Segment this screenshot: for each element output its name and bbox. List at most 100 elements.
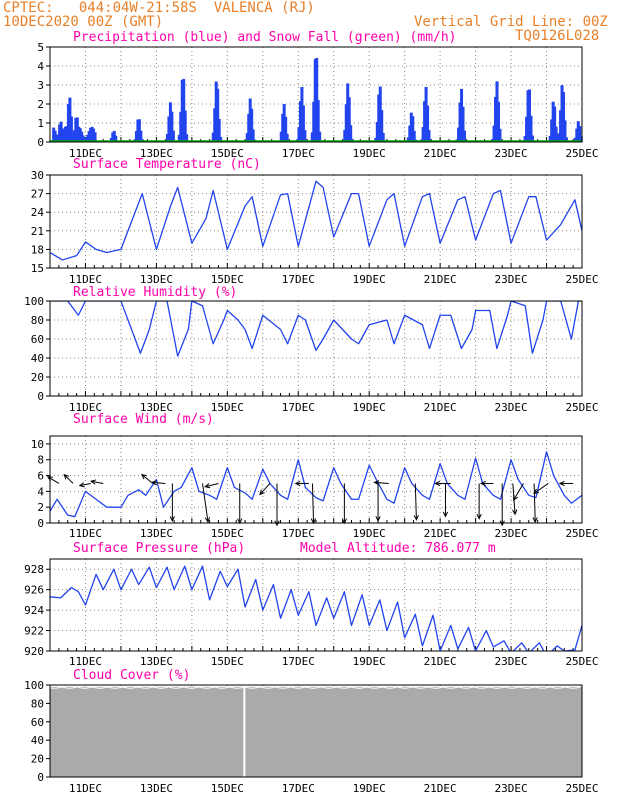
precip-bar (427, 130, 431, 142)
precip-bar (498, 128, 502, 142)
precip-bar (578, 126, 582, 142)
wind-arrow-head (169, 516, 175, 523)
x-tick-label: 15DEC (211, 782, 244, 795)
y-tick-label: 40 (31, 352, 44, 365)
wind-arrow (79, 482, 91, 487)
precip-bar (412, 130, 416, 142)
wind-arrow-head (204, 517, 210, 524)
precip-bar (284, 116, 288, 142)
panel-title: Surface Pressure (hPa) (73, 541, 245, 556)
x-tick-label: 13DEC (140, 527, 173, 540)
y-tick-label: 18 (31, 243, 44, 256)
y-tick-label: 0 (37, 517, 44, 530)
wind-arrow-head (89, 479, 97, 485)
x-tick-label: 25DEC (565, 147, 598, 160)
wind-arrow-head (259, 489, 265, 496)
header-station: CPTEC: 044:04W-21:58S VALENCA (RJ) (3, 0, 315, 16)
precip-bar (183, 110, 187, 142)
header-code: TQ0126L028 (515, 28, 600, 44)
panel-frame (49, 174, 583, 269)
y-tick-label: 15 (31, 262, 44, 275)
panel-frame (49, 684, 583, 778)
wind-arrow-head (434, 480, 441, 487)
y-tick-label: 8 (37, 454, 44, 467)
x-tick-label: 21DEC (424, 782, 457, 795)
precip-bar (530, 135, 534, 142)
panel-title: Relative Humidity (%) (73, 285, 237, 300)
precip-bar (216, 88, 220, 142)
x-tick-label: 11DEC (69, 401, 102, 414)
x-tick-label: 19DEC (353, 655, 386, 668)
y-tick-label: 21 (31, 225, 44, 238)
x-tick-label: 11DEC (69, 527, 102, 540)
precip-bar (349, 125, 353, 142)
precip-bar (554, 126, 558, 142)
x-tick-label: 19DEC (353, 273, 386, 286)
model-altitude-label: Model Altitude: 786.077 m (300, 541, 496, 556)
panel-title: Surface Wind (m/s) (73, 412, 214, 427)
precip-bar (315, 57, 319, 142)
x-tick-label: 13DEC (140, 782, 173, 795)
y-tick-label: 2 (37, 501, 44, 514)
x-tick-label: 21DEC (424, 527, 457, 540)
precip-bar (496, 101, 500, 142)
x-tick-label: 21DEC (424, 655, 457, 668)
y-tick-label: 2 (37, 98, 44, 111)
wind-arrow-head (140, 473, 147, 480)
y-tick-label: 924 (24, 604, 44, 617)
precip-bar (561, 92, 565, 142)
wind-arrow-head (150, 480, 157, 486)
wind-arrow-head (476, 513, 482, 520)
y-tick-label: 5 (37, 41, 44, 54)
wind-arrow (91, 480, 104, 484)
y-tick-label: 926 (24, 584, 44, 597)
y-tick-label: 100 (24, 679, 44, 692)
precip-bar (529, 115, 533, 142)
wind-arrow-head (204, 483, 211, 489)
x-tick-label: 15DEC (211, 655, 244, 668)
x-tick-label: 19DEC (353, 401, 386, 414)
x-tick-label: 11DEC (69, 655, 102, 668)
precip-bar (347, 97, 351, 142)
precip-bar (381, 132, 385, 142)
x-tick-label: 21DEC (424, 401, 457, 414)
x-tick-label: 25DEC (565, 273, 598, 286)
precip-bar (579, 136, 583, 142)
precip-bar (318, 131, 322, 142)
x-tick-label: 17DEC (282, 527, 315, 540)
precip-bar (303, 130, 307, 142)
x-tick-label: 15DEC (211, 401, 244, 414)
y-tick-label: 100 (24, 295, 44, 308)
precip-bar (564, 137, 568, 142)
panel-title: Precipitation (blue) and Snow Fall (gree… (73, 30, 457, 45)
x-tick-label: 17DEC (282, 147, 315, 160)
y-tick-label: 20 (31, 371, 44, 384)
precip-bar (219, 137, 223, 142)
precip-bar (93, 132, 97, 142)
y-tick-label: 4 (37, 60, 44, 73)
x-tick-label: 25DEC (565, 782, 598, 795)
precip-bar (563, 120, 567, 142)
panel-title: Cloud Cover (%) (73, 668, 190, 683)
wind-arrow-head (274, 520, 280, 527)
wind-arrow (533, 483, 549, 494)
precip-bar (171, 130, 175, 142)
header-grid-note: Vertical Grid Line: 00Z (414, 14, 608, 30)
y-tick-label: 1 (37, 117, 44, 130)
y-tick-label: 80 (31, 314, 44, 327)
panel-frame (49, 300, 583, 397)
wind-arrow (141, 474, 154, 484)
precip-bar (182, 78, 186, 142)
x-tick-label: 23DEC (495, 527, 528, 540)
precip-bar (380, 110, 384, 142)
precip-bar (114, 135, 118, 142)
wind-arrow-head (480, 480, 486, 487)
x-tick-label: 25DEC (565, 401, 598, 414)
x-tick-label: 13DEC (140, 401, 173, 414)
y-tick-label: 60 (31, 333, 44, 346)
x-tick-label: 21DEC (424, 147, 457, 160)
y-tick-label: 922 (24, 625, 44, 638)
y-tick-label: 4 (37, 485, 44, 498)
precip-bar (285, 133, 289, 142)
